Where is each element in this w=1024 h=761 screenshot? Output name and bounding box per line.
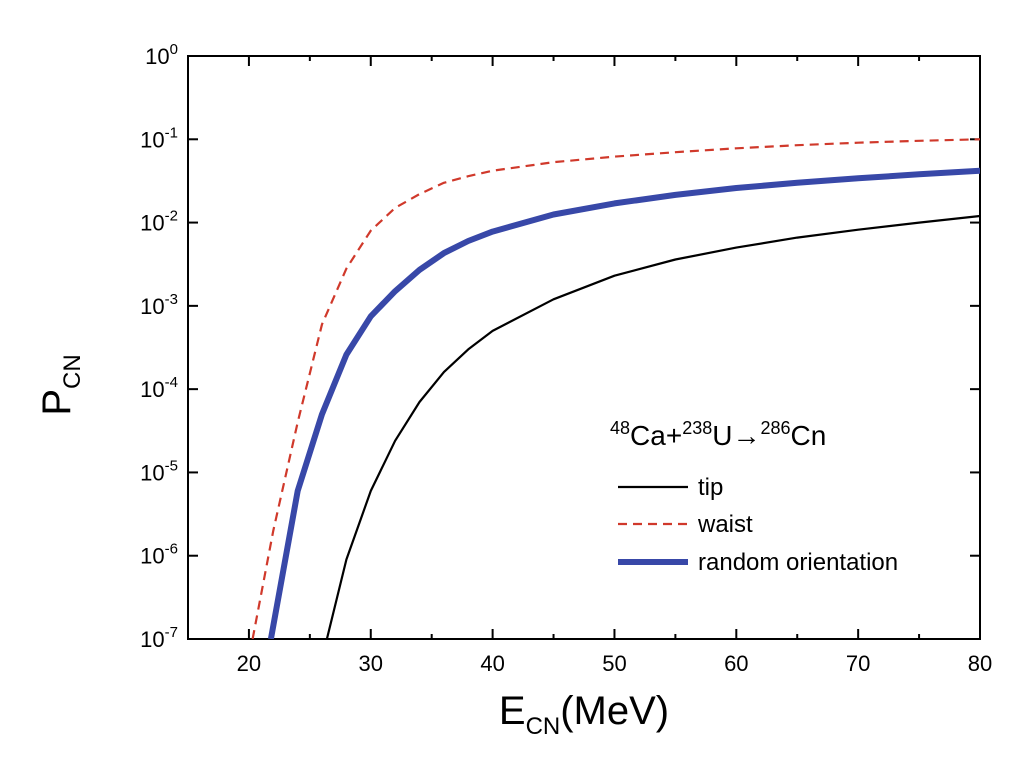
y-tick-label: 10-7 [140, 624, 178, 652]
reaction-mass-1: 48 [610, 418, 630, 438]
series-line-tip [325, 214, 980, 639]
y-axis-title-sub: CN [59, 354, 86, 389]
reaction-element-2: U [712, 420, 732, 451]
x-tick-label: 20 [237, 651, 261, 676]
legend-label: random orientation [698, 549, 898, 576]
y-tick-label: 10-5 [140, 457, 178, 485]
x-axis-title: ECN(MeV) [499, 689, 669, 740]
reaction-element-1: Ca [630, 420, 666, 451]
x-tick-label: 40 [480, 651, 504, 676]
y-tick-label: 10-2 [140, 208, 178, 236]
reaction-mass-3: 286 [760, 418, 790, 438]
x-tick-label: 50 [602, 651, 626, 676]
x-axis-title-sub: CN [526, 713, 561, 740]
legend-label: tip [698, 474, 723, 501]
series-layer [251, 138, 980, 639]
reaction-annotation: 48Ca+238U→286Cn [610, 418, 826, 451]
plot-frame [187, 55, 981, 640]
y-tick-label: 10-4 [140, 374, 178, 402]
legend-label: waist [697, 511, 753, 538]
ticks [187, 55, 981, 640]
reaction-mass-2: 238 [682, 418, 712, 438]
y-tick-label: 10-3 [140, 291, 178, 319]
series-line-random-orientation [267, 167, 980, 639]
y-axis-title: PCN [35, 354, 86, 415]
reaction-arrow: → [732, 420, 760, 451]
reaction-plus: + [666, 420, 682, 451]
y-axis-title-main: P [35, 389, 79, 416]
x-axis-title-main: E [499, 689, 526, 733]
x-tick-label: 80 [968, 651, 992, 676]
x-tick-label: 30 [359, 651, 383, 676]
y-tick-label: 100 [145, 41, 178, 69]
reaction-element-3: Cn [791, 420, 827, 451]
y-tick-label: 10-1 [140, 124, 178, 152]
y-tick-label: 10-6 [140, 541, 178, 569]
x-tick-label: 60 [724, 651, 748, 676]
tick-labels: 20 30 40 50 60 70 80 100 10-1 10-2 10-3 10-4 10-5 10-… [140, 41, 992, 676]
x-axis-title-unit: (MeV) [560, 689, 669, 733]
legend: tip waist random orientation [618, 474, 898, 576]
x-tick-label: 70 [846, 651, 870, 676]
series-line-waist [251, 138, 980, 639]
